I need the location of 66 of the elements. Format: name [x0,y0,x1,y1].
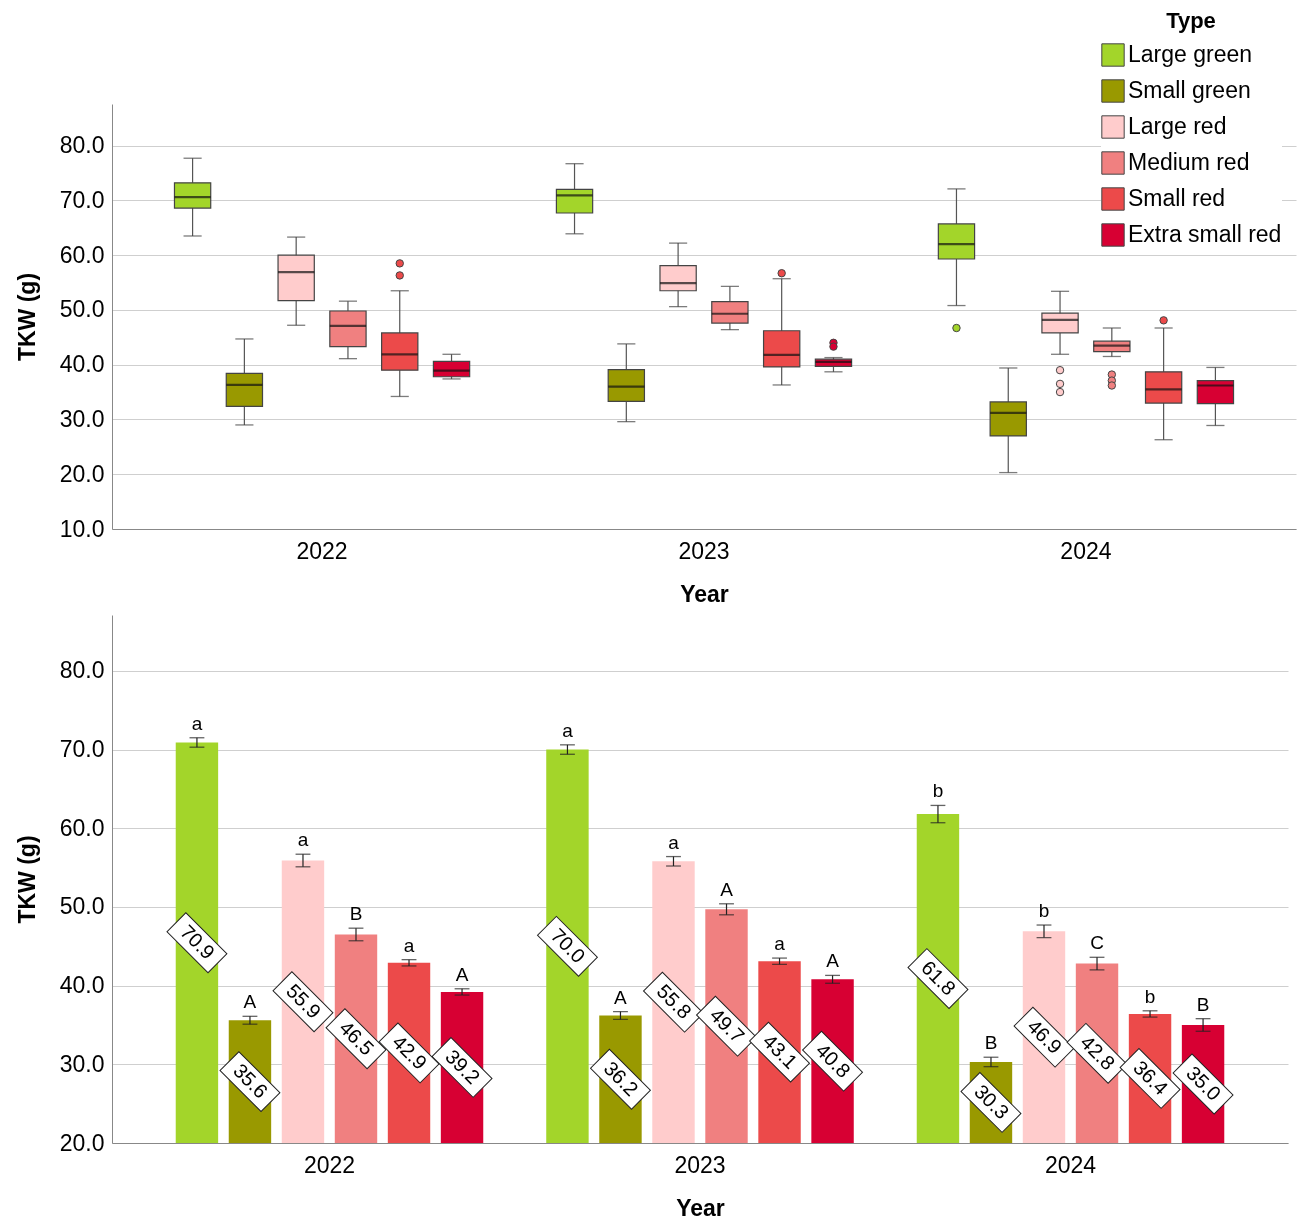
y-tick-label: 60.0 [59,814,105,841]
legend-label: Large green [1128,41,1253,67]
data-label: 55.8 [652,979,696,1023]
x-axis-title: Year [676,1194,725,1221]
data-label: 35.0 [1182,1061,1226,1105]
legend-label: Small green [1128,77,1251,103]
y-tick-label: 30.0 [59,405,105,432]
y-tick-label: 30.0 [59,1050,105,1077]
y-tick-label: 20.0 [59,460,105,487]
data-label: 42.8 [1076,1031,1120,1075]
annotation: A [826,950,840,972]
data-label: 49.7 [705,1003,749,1047]
legend-label: Medium red [1128,149,1250,175]
data-label: 46.9 [1023,1014,1067,1058]
y-tick-label: 20.0 [59,1129,105,1156]
legend-label: Small red [1128,185,1226,211]
legend-label: Extra small red [1128,221,1282,247]
x-tick-label: 2022 [296,537,348,564]
y-tick-label: 50.0 [59,893,105,920]
y-axis-title: TKW (g) [13,835,40,924]
annotation: a [403,934,415,956]
y-tick-label: 80.0 [59,132,105,159]
annotation: A [455,963,469,985]
data-label: 61.8 [917,956,961,1000]
data-label: 43.1 [758,1029,802,1073]
annotation: b [1038,900,1050,922]
y-tick-label: 60.0 [59,241,105,268]
data-label: 42.9 [388,1030,432,1074]
y-tick-label: 70.0 [59,736,105,763]
annotation: B [984,1032,998,1054]
y-tick-label: 40.0 [59,351,105,378]
annotation: A [243,991,257,1013]
annotation: A [720,878,734,900]
y-axis-title: TKW (g) [13,272,40,362]
x-tick-label: 2022 [303,1151,356,1178]
data-label: 46.5 [335,1016,379,1060]
x-axis-title: Year [680,580,729,607]
annotation: B [349,903,363,925]
annotation: B [1196,993,1210,1015]
x-tick-label: 2023 [678,537,730,564]
y-tick-label: 80.0 [59,657,105,684]
data-label: 36.4 [1129,1056,1173,1100]
data-label: 55.9 [282,979,326,1023]
legend-label: Large red [1128,113,1227,139]
data-label: 40.8 [811,1038,855,1082]
annotation: a [774,933,786,955]
annotation: a [297,829,309,851]
annotation: C [1090,932,1104,954]
annotation: b [1144,985,1156,1007]
y-tick-label: 10.0 [59,515,105,542]
x-tick-label: 2023 [674,1151,726,1178]
annotation: A [614,986,628,1008]
annotation: a [191,712,203,734]
data-label: 35.6 [229,1059,273,1103]
x-tick-label: 2024 [1044,1151,1097,1178]
annotation: b [932,780,944,802]
x-tick-label: 2024 [1060,537,1112,564]
data-label: 70.9 [176,920,220,964]
y-tick-label: 50.0 [59,296,105,323]
y-tick-label: 70.0 [59,186,105,213]
data-label: 30.3 [970,1080,1014,1124]
annotation: a [668,831,680,853]
y-tick-label: 40.0 [59,972,105,999]
data-label: 70.0 [546,924,590,968]
annotation: a [562,719,574,741]
legend-title: Type [1166,8,1216,33]
